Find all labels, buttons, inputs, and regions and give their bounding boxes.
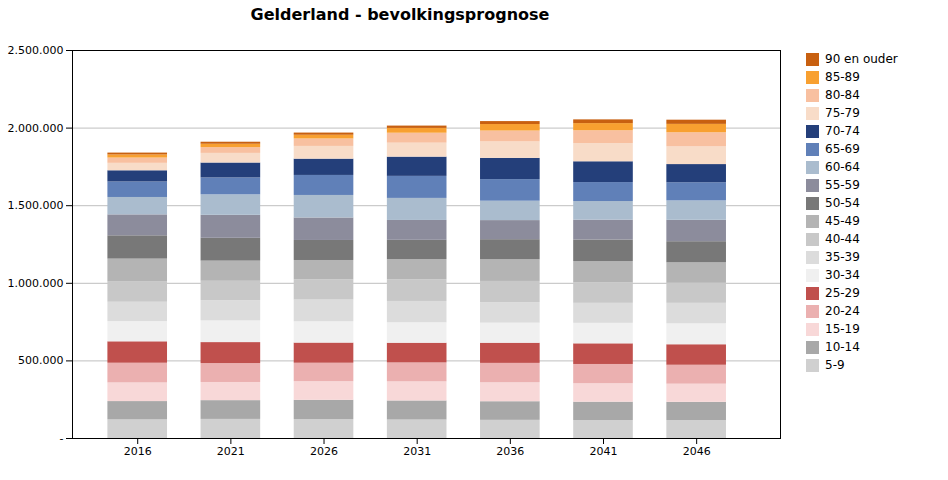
html-text:Gelderland - bevolkingsprognos: Gelderland - bevolkingsprognose [250,5,550,24]
html-text:65-69: 65-69 [825,142,860,156]
svg-text:1.000.000: 1.000.000 [8,277,64,290]
html-text:45-49: 45-49 [825,214,860,228]
svg-text:2041: 2041 [590,445,618,458]
html-text:20-24: 20-24 [825,304,860,318]
html-text:30-34: 30-34 [825,268,860,282]
svg-text:2036: 2036 [496,445,524,458]
svg-text:500.000: 500.000 [18,354,64,367]
svg-text:2031: 2031 [403,445,431,458]
html-text:25-29: 25-29 [825,286,860,300]
svg-text:2.000.000: 2.000.000 [8,122,64,135]
html-text:90 en ouder: 90 en ouder [825,52,898,66]
svg-text:2016: 2016 [124,445,152,458]
svg-text:2021: 2021 [217,445,245,458]
html-text:40-44: 40-44 [825,232,860,246]
html-text:15-19: 15-19 [825,322,860,336]
html-text:60-64: 60-64 [825,160,860,174]
html-text:80-84: 80-84 [825,88,860,102]
html-text:35-39: 35-39 [825,250,860,264]
svg-text:1.500.000: 1.500.000 [8,199,64,212]
html-text:10-14: 10-14 [825,340,860,354]
svg-text:-: - [60,432,64,445]
html-text:5-9: 5-9 [825,358,845,372]
svg-text:2.500.000: 2.500.000 [8,44,64,57]
svg-text:2026: 2026 [310,445,338,458]
html-text:70-74: 70-74 [825,124,860,138]
html-text:55-59: 55-59 [825,178,860,192]
svg-text:2046: 2046 [683,445,711,458]
html-text:50-54: 50-54 [825,196,860,210]
html-text:75-79: 75-79 [825,106,860,120]
html-text:85-89: 85-89 [825,70,860,84]
